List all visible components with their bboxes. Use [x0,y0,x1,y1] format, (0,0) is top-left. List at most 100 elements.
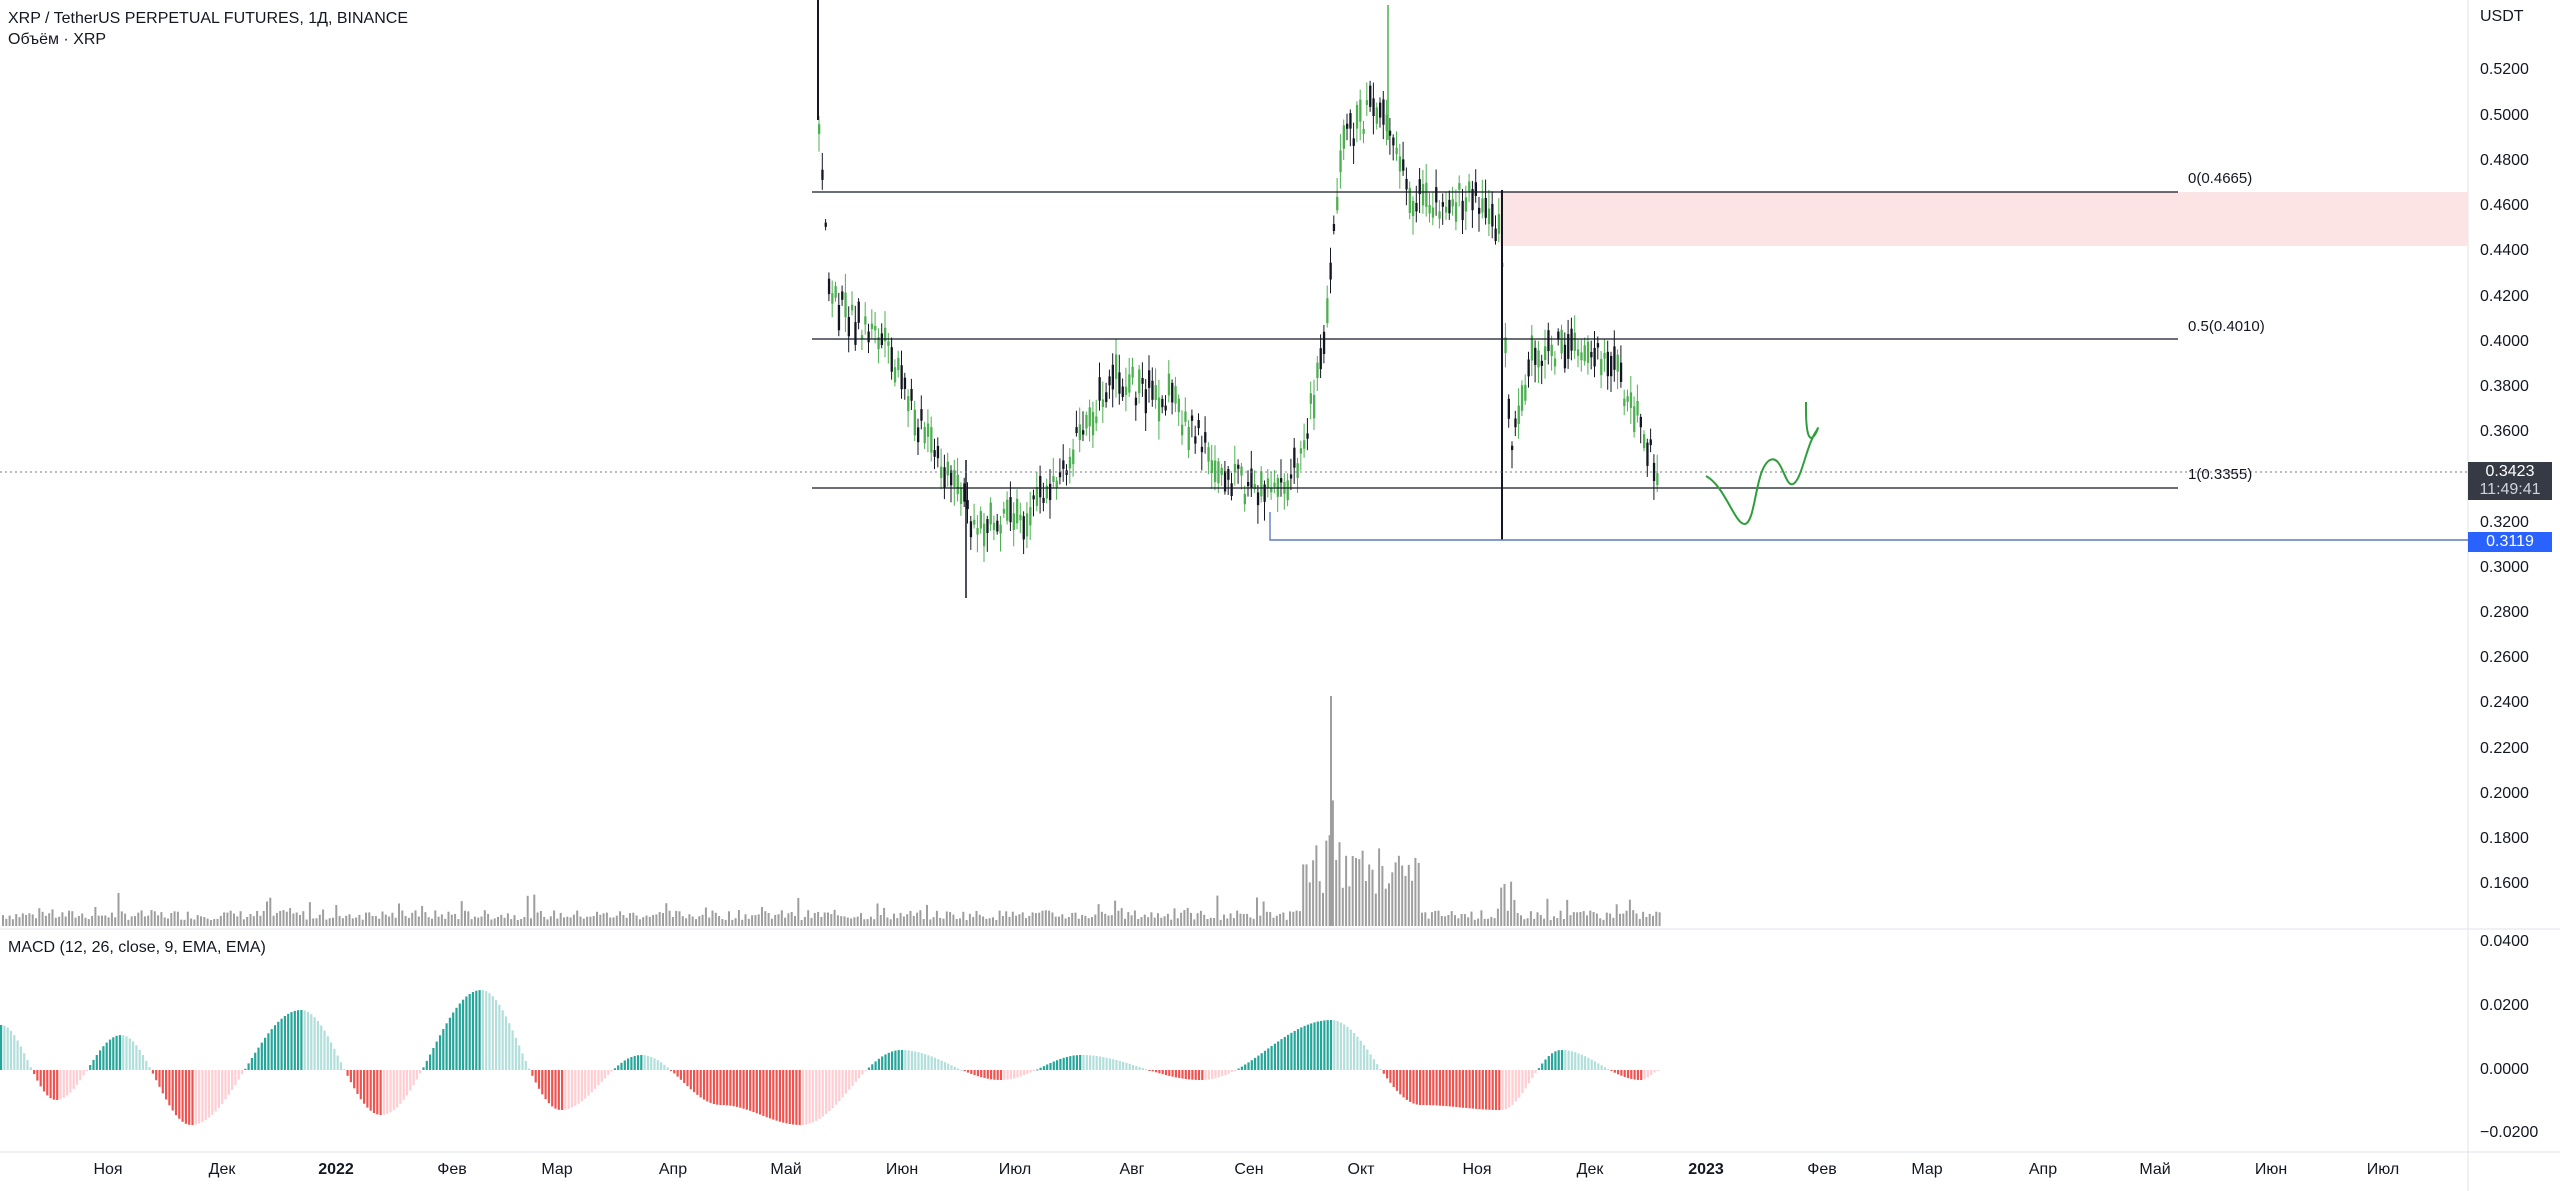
candle-body [933,450,936,457]
volume-bar [384,914,387,926]
volume-bar [1655,911,1658,926]
volume-bar [8,915,11,926]
volume-bar [1166,913,1169,926]
volume-bar [266,901,268,926]
volume-bar [143,916,146,926]
volume-bar [447,911,450,926]
resistance-zone[interactable] [1500,192,2468,246]
volume-bar [579,916,582,926]
candle-body [1553,358,1557,367]
volume-bar [876,903,879,926]
volume-bar [1058,916,1060,926]
volume-bar [203,917,206,926]
macd-bar [495,1000,498,1070]
volume-bar [774,914,777,926]
macd-bar [867,1067,871,1070]
candle-body [1339,150,1342,173]
macd-bar [676,1070,679,1077]
forecast-drawing[interactable] [1705,401,1819,525]
volume-bar [1589,910,1592,926]
macd-bar [1511,1070,1514,1105]
volume-bar [315,918,318,926]
volume-bar [1232,918,1235,926]
macd-bar [1501,1070,1504,1110]
macd-bar [970,1070,973,1074]
volume-bar [335,905,338,926]
macd-bar [541,1070,544,1095]
macd-bar [402,1070,405,1100]
volume-bar [1289,911,1291,926]
volume-bar [246,917,249,926]
volume-bar [1609,913,1612,926]
volume-bar [1015,915,1018,926]
macd-tick: −0.0200 [2480,1124,2539,1141]
macd-bar [1270,1046,1273,1070]
macd-bar [660,1062,663,1070]
candle-body [1405,178,1408,190]
volume-bar [711,910,714,926]
candle-body [1438,211,1441,219]
volume-bar [1388,883,1390,926]
volume-bar [1648,913,1651,926]
macd-bar [372,1070,376,1113]
volume-bar [1018,914,1021,926]
volume-bar [200,916,202,926]
macd-bar [409,1070,412,1091]
volume-bar [209,920,212,926]
macd-bar [1353,1033,1356,1070]
volume-bar [685,918,688,926]
volume-bar [1520,915,1522,926]
macd-bar [396,1070,399,1108]
candle-body [1359,99,1362,122]
candle-body [1032,495,1035,500]
volume-bar [64,916,67,926]
macd-bar [1207,1070,1210,1080]
candle-body [1138,369,1141,394]
candle-body [1441,202,1444,207]
volume-bar [1242,914,1245,926]
volume-bar [394,917,397,926]
macd-bar [155,1070,158,1081]
macd-bar [887,1052,890,1070]
volume-bar [681,916,684,926]
chart-title[interactable]: XRP / TetherUS PERPETUAL FUTURES, 1Д, BI… [8,10,408,27]
candle-body [1012,513,1015,530]
volume-bar [183,919,186,926]
macd-bar [1541,1063,1544,1070]
macd-bar [1379,1069,1382,1070]
current-price-badge[interactable]: 0.3423 11:49:41 [2468,462,2552,500]
volume-bar [345,915,348,926]
macd-bar [1092,1055,1095,1070]
candle-body [1435,187,1438,203]
volume-bar [289,908,292,926]
candle-body [910,389,913,401]
candle-body [1613,346,1616,370]
candle-body [1293,447,1296,468]
candle-body [1078,424,1081,441]
macd-bar [1105,1057,1108,1070]
support-level-badge[interactable]: 0.3119 [2468,532,2552,552]
macd-bar [679,1070,682,1080]
volume-bar [378,918,381,926]
macd-bar [1069,1056,1072,1070]
volume-bar [1252,918,1255,926]
macd-bar [66,1070,69,1096]
volume-bar [734,918,737,926]
macd-bar [871,1064,874,1070]
candle-body [1035,487,1039,506]
volume-legend[interactable]: Объём · XRP [8,31,107,48]
macd-bar [884,1054,887,1070]
macd-bar [283,1016,286,1070]
macd-bar [775,1070,778,1121]
macd-bar [795,1070,798,1125]
macd-legend[interactable]: MACD (12, 26, close, 9, EMA, EMA) [8,939,266,956]
volume-bar [348,914,351,926]
candle-body [1484,198,1487,218]
volume-bar [1480,910,1483,926]
macd-bar [1148,1070,1151,1071]
support-level-line[interactable] [1269,512,2468,541]
macd-bar [1640,1070,1643,1080]
volume-bar [853,917,856,926]
price-axis-currency[interactable]: USDT [2480,8,2524,25]
